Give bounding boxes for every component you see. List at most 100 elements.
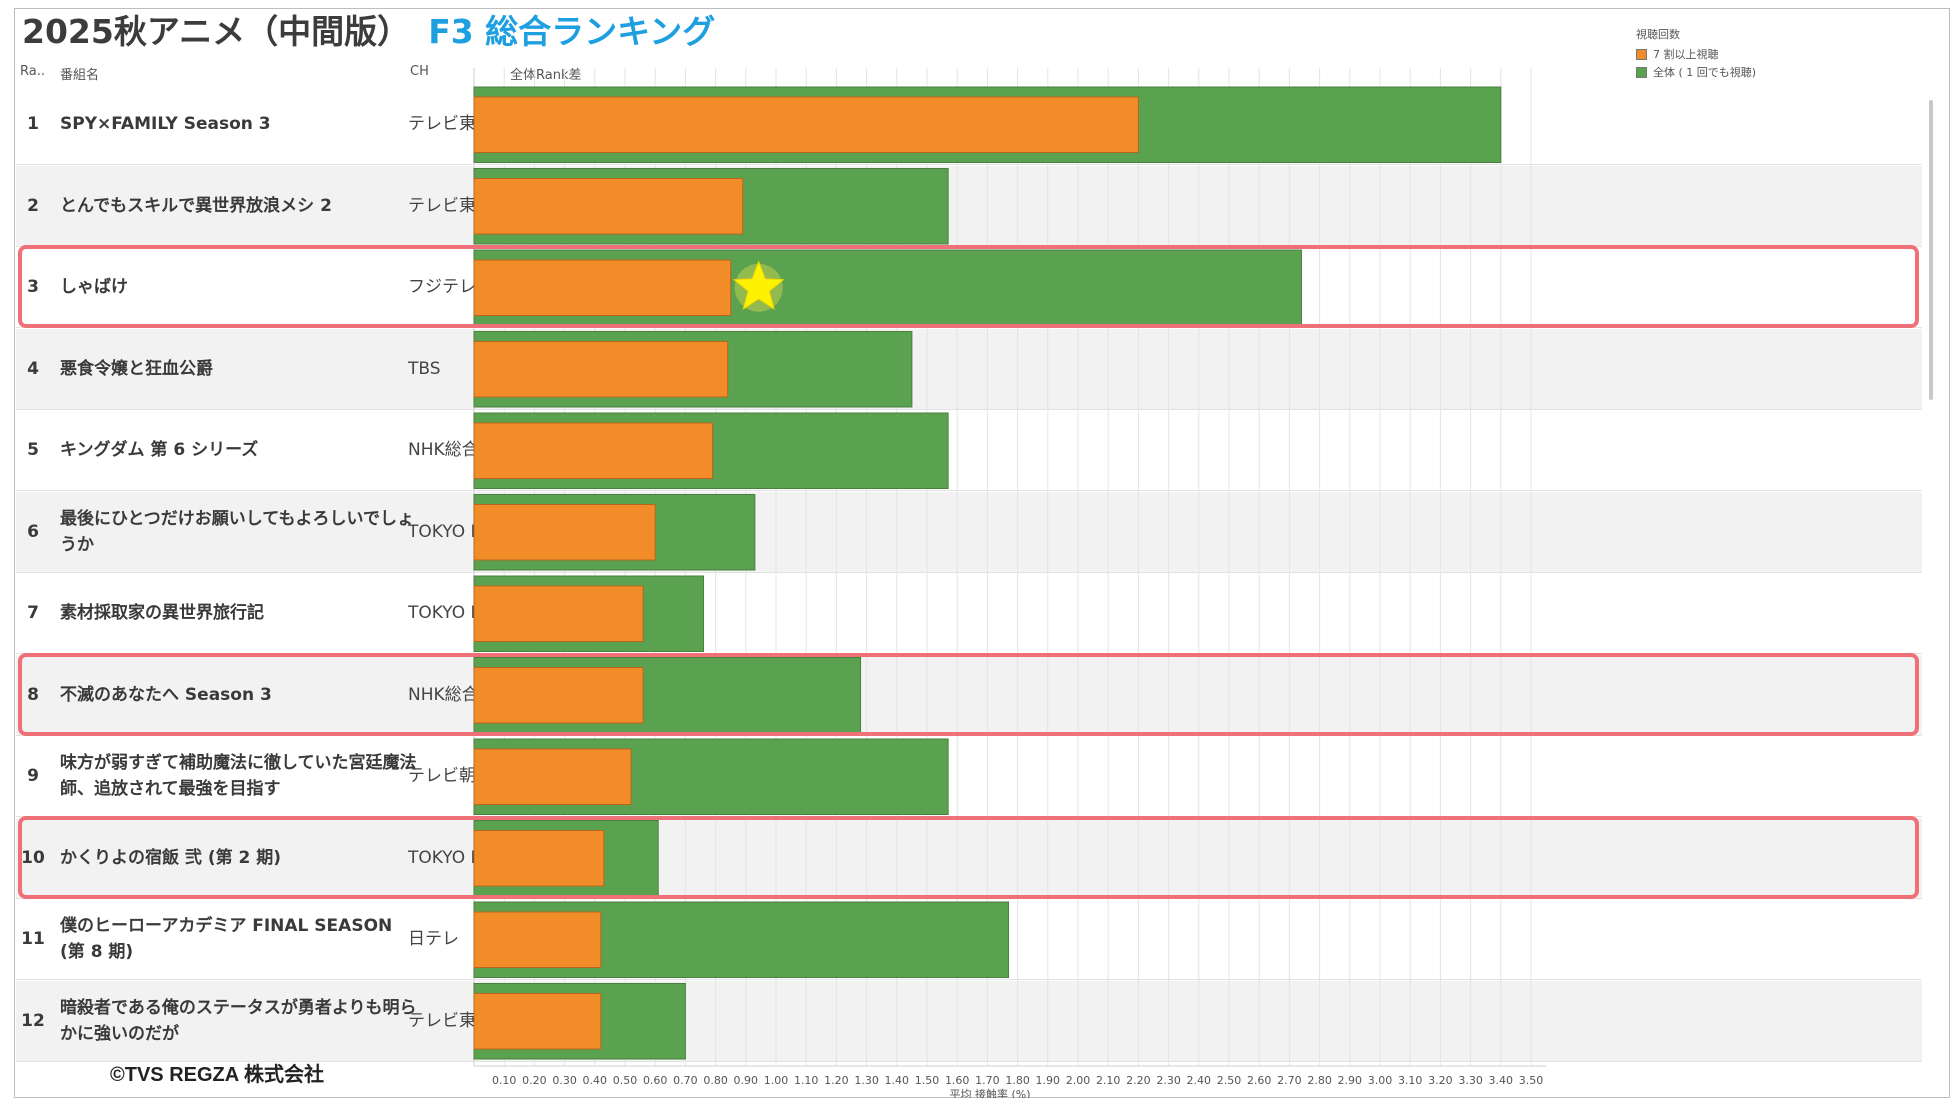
- x-tick-label: 1.30: [854, 1074, 879, 1087]
- x-tick-label: 0.30: [552, 1074, 577, 1087]
- x-tick-label: 2.10: [1096, 1074, 1121, 1087]
- legend-item-top70[interactable]: 7 割以上視聴: [1636, 45, 1756, 63]
- rank-cell: 8: [27, 684, 39, 705]
- x-tick-label: 1.70: [975, 1074, 1000, 1087]
- table-row[interactable]: 12暗殺者である俺のステータスが勇者よりも明らかに強いのだがテレビ東京14: [16, 980, 1922, 1062]
- rank-cell: 3: [27, 277, 39, 297]
- bar-70pct-views: [473, 422, 714, 479]
- x-tick-label: 3.20: [1428, 1074, 1453, 1087]
- header-rank[interactable]: Ra..: [20, 64, 45, 79]
- legend-label: 7 割以上視聴: [1653, 48, 1719, 61]
- channel-cell: テレビ東京: [408, 195, 493, 216]
- legend-title: 視聴回数: [1636, 28, 1680, 41]
- channel-cell: TBS: [408, 358, 441, 379]
- bar-70pct-views: [473, 993, 602, 1050]
- x-tick-label: 2.70: [1277, 1074, 1302, 1087]
- page-title: 2025秋アニメ（中間版） F3 総合ランキング: [22, 10, 715, 54]
- x-tick-label: 2.50: [1217, 1074, 1242, 1087]
- x-tick-label: 3.40: [1489, 1074, 1514, 1087]
- rank-cell: 12: [21, 1010, 45, 1031]
- x-tick-label: 1.80: [1005, 1074, 1030, 1087]
- x-tick-label: 0.90: [734, 1074, 759, 1087]
- rank-cell: 11: [21, 929, 45, 949]
- channel-cell: NHK総合: [408, 684, 479, 705]
- x-tick-label: 2.60: [1247, 1074, 1272, 1087]
- x-tick-label: 1.90: [1036, 1074, 1061, 1087]
- rank-cell: 2: [27, 195, 39, 216]
- program-name-cell: 最後にひとつだけお願いしてもよろしいでしょうか: [60, 508, 414, 555]
- x-tick-label: 0.80: [703, 1074, 728, 1087]
- x-tick-label: 1.60: [945, 1074, 970, 1087]
- x-tick-label: 1.10: [794, 1074, 819, 1087]
- bar-70pct-views: [473, 585, 644, 642]
- program-name-cell: とんでもスキルで異世界放浪メシ 2: [60, 195, 332, 216]
- rank-cell: 10: [21, 847, 45, 868]
- x-tick-label: 1.00: [764, 1074, 789, 1087]
- program-name-cell: しゃばけ: [60, 277, 128, 297]
- bar-70pct-views: [473, 259, 732, 316]
- legend-swatch-green: [1636, 66, 1647, 78]
- title-main: 2025秋アニメ（中間版）: [22, 12, 411, 51]
- x-tick-label: 3.00: [1368, 1074, 1393, 1087]
- x-tick-label: 2.40: [1187, 1074, 1212, 1087]
- x-tick-label: 0.70: [673, 1074, 698, 1087]
- copyright: ©TVS REGZA 株式会社: [110, 1064, 325, 1086]
- rank-cell: 5: [27, 440, 39, 460]
- header-diff[interactable]: 全体Rank差: [510, 68, 582, 83]
- x-tick-label: 1.20: [824, 1074, 849, 1087]
- rank-cell: 7: [27, 603, 39, 623]
- x-tick-label: 0.40: [583, 1074, 608, 1087]
- x-tick-label: 3.30: [1458, 1074, 1483, 1087]
- x-tick-label: 2.20: [1126, 1074, 1151, 1087]
- program-name-cell: かくりよの宿飯 弐 (第 2 期): [60, 847, 282, 868]
- header-name[interactable]: 番組名: [60, 68, 100, 83]
- bar-70pct-views: [473, 178, 744, 235]
- x-tick-label: 0.50: [613, 1074, 638, 1087]
- program-name-cell: 味方が弱すぎて補助魔法に徹していた宮廷魔法師、追放されて最強を目指す: [60, 753, 417, 799]
- star-icon: [732, 260, 785, 310]
- rank-cell: 4: [27, 358, 39, 379]
- x-tick-label: 2.30: [1156, 1074, 1181, 1087]
- x-tick-label: 2.80: [1307, 1074, 1332, 1087]
- legend: 視聴回数 7 割以上視聴 全体 ( 1 回でも視聴): [1636, 26, 1756, 81]
- title-accent: F3 総合ランキング: [428, 12, 716, 51]
- x-tick-label: 0.60: [643, 1074, 668, 1087]
- channel-cell: NHK総合: [408, 440, 479, 460]
- program-name-cell: 悪食令嬢と狂血公爵: [60, 358, 213, 379]
- bar-70pct-views: [473, 667, 644, 724]
- program-name-cell: キングダム 第 6 シリーズ: [60, 440, 259, 460]
- header-channel[interactable]: CH: [410, 64, 429, 79]
- rank-cell: 9: [27, 766, 39, 786]
- bar-70pct-views: [473, 341, 729, 398]
- bar-70pct-views: [473, 830, 605, 887]
- legend-item-all[interactable]: 全体 ( 1 回でも視聴): [1636, 63, 1756, 81]
- x-tick-label: 3.10: [1398, 1074, 1423, 1087]
- x-tick-label: 3.50: [1519, 1074, 1544, 1087]
- x-tick-label: 0.10: [492, 1074, 517, 1087]
- program-name-cell: SPY×FAMILY Season 3: [60, 114, 271, 134]
- channel-cell: テレビ東京: [408, 1010, 493, 1031]
- x-tick-label: 2.90: [1338, 1074, 1363, 1087]
- legend-label: 全体 ( 1 回でも視聴): [1653, 66, 1757, 79]
- x-tick-label: 0.20: [522, 1074, 547, 1087]
- rank-cell: 1: [27, 114, 39, 134]
- legend-swatch-orange: [1636, 48, 1647, 60]
- channel-cell: 日テレ: [408, 929, 459, 949]
- program-name-cell: 不滅のあなたへ Season 3: [60, 684, 272, 705]
- bar-70pct-views: [473, 504, 656, 561]
- channel-cell: フジテレビ: [408, 277, 493, 297]
- x-tick-label: 1.40: [885, 1074, 910, 1087]
- x-axis-label: 平均 接触率 (%): [949, 1087, 1030, 1098]
- bar-70pct-views: [473, 911, 602, 968]
- channel-cell: テレビ東京: [408, 114, 493, 134]
- bar-70pct-views: [473, 96, 1139, 153]
- scrollbar-thumb[interactable]: [1929, 100, 1933, 400]
- program-name-cell: 暗殺者である俺のステータスが勇者よりも明らかに強いのだが: [60, 997, 417, 1044]
- rank-cell: 6: [27, 521, 39, 542]
